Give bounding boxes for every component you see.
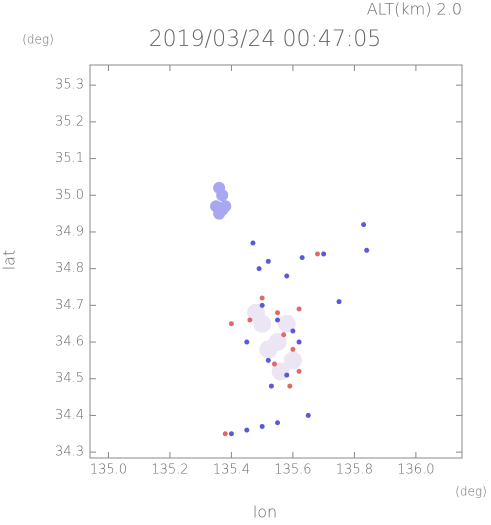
echo-point — [216, 189, 229, 202]
y-tick-label: 34.8 — [55, 261, 84, 276]
echo-point — [244, 339, 250, 345]
echo-point — [250, 240, 256, 246]
echo-point — [296, 339, 302, 345]
x-tick-label: 135.2 — [151, 463, 188, 478]
y-tick-label: 35.0 — [55, 188, 84, 203]
echo-point — [268, 383, 274, 389]
echo-point — [228, 321, 234, 327]
echo-point — [247, 303, 266, 322]
echo-point — [259, 423, 265, 429]
echo-point — [259, 340, 278, 359]
y-tick-label: 34.7 — [55, 298, 84, 313]
echo-point — [216, 203, 229, 216]
x-tick-label: 135.4 — [213, 463, 250, 478]
y-tick-label: 34.6 — [55, 335, 84, 350]
echo-point — [299, 255, 305, 261]
x-axis-label: lon — [253, 503, 277, 522]
echo-point — [265, 258, 271, 264]
x-tick-label: 135.0 — [90, 463, 127, 478]
echo-point — [277, 314, 296, 333]
echo-point — [336, 299, 342, 305]
chart-subtitle: ALT(km) 2.0 — [367, 0, 462, 19]
echo-point — [284, 372, 290, 378]
echo-point — [275, 317, 281, 323]
echo-point — [275, 420, 281, 426]
y-tick-label: 34.4 — [55, 408, 84, 423]
echo-point — [222, 431, 228, 437]
echo-point — [247, 317, 253, 323]
echo-point — [259, 295, 265, 301]
y-tick-label: 35.1 — [55, 151, 84, 166]
echo-point — [228, 431, 234, 437]
echo-point — [296, 306, 302, 312]
echo-point — [271, 361, 277, 367]
y-tick-label: 35.3 — [55, 78, 84, 93]
echo-point — [287, 383, 293, 389]
x-tick-label: 135.6 — [274, 463, 311, 478]
echo-point — [296, 368, 302, 374]
echo-point — [321, 251, 327, 257]
y-unit: (deg) — [22, 33, 54, 47]
x-tick-label: 135.8 — [336, 463, 373, 478]
echo-point — [259, 302, 265, 308]
echo-point — [305, 412, 311, 418]
echo-point — [244, 427, 250, 433]
echo-point — [364, 247, 370, 253]
y-tick-label: 34.5 — [55, 371, 84, 386]
echo-point — [290, 328, 296, 334]
chart-title: 2019/03/24 00:47:05 — [149, 27, 382, 52]
y-tick-label: 34.9 — [55, 224, 84, 239]
echo-point — [361, 222, 367, 228]
echo-point — [256, 266, 262, 272]
echo-point — [315, 251, 321, 257]
echo-point — [281, 332, 287, 338]
x-unit: (deg) — [455, 485, 487, 499]
y-tick-label: 34.3 — [55, 445, 84, 460]
x-tick-label: 136.0 — [397, 463, 434, 478]
echo-point — [283, 351, 302, 370]
echo-point — [290, 346, 296, 352]
plot-frame — [89, 64, 463, 459]
y-axis-label: lat — [0, 250, 19, 271]
echo-point — [284, 273, 290, 279]
echo-point — [275, 310, 281, 316]
echo-point — [265, 357, 271, 363]
y-tick-label: 35.2 — [55, 114, 84, 129]
